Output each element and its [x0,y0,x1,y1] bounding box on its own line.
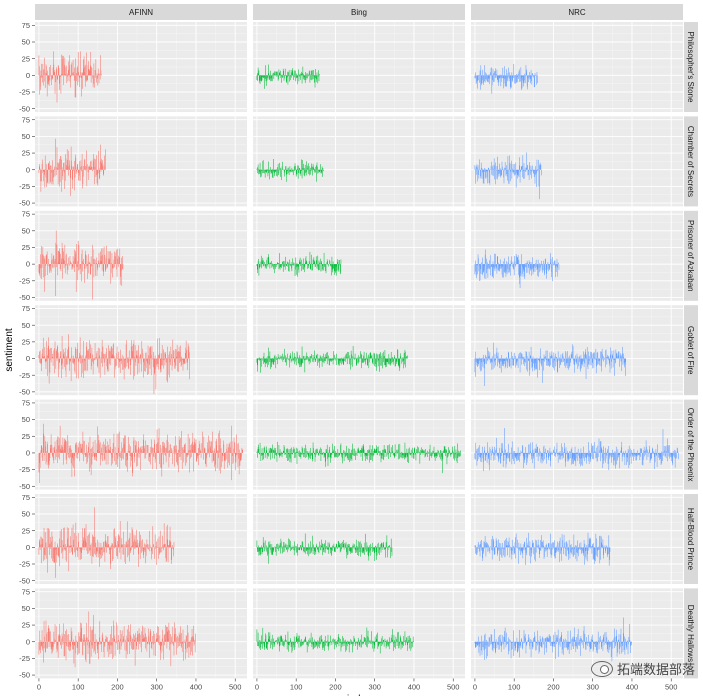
facet-row-label: Half-Blood Prince [686,508,695,571]
y-tick-label: -25 [19,560,30,569]
facet-row-strip [684,22,698,112]
facet-row-label: Chamber of Secrets [686,126,695,197]
facet-row-label: Goblet of Fire [686,326,695,375]
facet-strip-afinn [35,4,247,20]
y-tick-label: 50 [22,38,30,47]
axis-titles: sentiment index [4,328,371,696]
facet-row-strip [684,305,698,396]
facet-row-strip [684,116,698,207]
facet-panel [471,399,683,490]
y-tick-label: 0 [26,71,30,80]
y-tick-label: 50 [22,415,30,424]
y-tick-label: 25 [22,337,30,346]
y-tick-label: 50 [22,510,30,519]
facet-panel [35,494,247,584]
facet-panel [253,494,465,584]
facet-row-label: Philosopher's Stone [686,32,695,103]
facet-row-strip [684,399,698,490]
y-tick-label: 0 [26,260,30,269]
facet-panel [253,210,465,301]
facet-panel [471,116,683,207]
facet-panel [253,22,465,112]
facet-panel [253,116,465,207]
facet-strip-bing [253,4,465,20]
y-tick-label: 25 [22,243,30,252]
y-tick-label: 0 [26,165,30,174]
y-tick-label: 75 [22,493,30,502]
facet-panel [471,210,683,301]
y-tick-label: -50 [19,482,30,491]
facet-panel [35,116,247,207]
facet-panel [471,22,683,112]
facet-strip-nrc [471,4,683,20]
y-tick-label: 50 [22,226,30,235]
facet-row-label: Prisoner of Azkaban [686,220,695,292]
y-tick-label: -50 [19,199,30,208]
y-tick-label: -50 [19,104,30,113]
y-tick-label: 75 [22,399,30,408]
facet-panel [471,305,683,396]
y-tick-label: -50 [19,576,30,585]
facet-label-bing: Bing [351,8,367,17]
y-tick-label: -50 [19,293,30,302]
facet-panel [253,305,465,396]
facet-panels: AFINN Bing NRC Philosopher's Stone -50 -25 0 25… [19,4,698,691]
facet-panel [35,22,247,112]
y-tick-label: 0 [26,543,30,552]
y-tick-label: -25 [19,182,30,191]
y-tick-label: -25 [19,465,30,474]
y-tick-label: 25 [22,149,30,158]
y-tick-label: 25 [22,54,30,63]
facet-panel [35,305,247,396]
facet-row-strip [684,494,698,584]
y-tick-label: 25 [22,526,30,535]
facet-row-label: Order of the Phoenix [686,408,695,482]
y-tick-label: -25 [19,88,30,97]
facet-panel [35,399,247,490]
y-tick-label: 50 [22,132,30,141]
y-tick-label: 75 [22,21,30,30]
facet-row-strip [684,210,698,301]
y-tick-label: 75 [22,210,30,219]
y-axis-title: sentiment [4,328,15,372]
facet-panel [35,210,247,301]
y-tick-label: 75 [22,304,30,313]
y-tick-label: 25 [22,432,30,441]
y-tick-label: 75 [22,115,30,124]
facet-label-afinn: AFINN [129,8,153,17]
y-tick-label: -25 [19,276,30,285]
y-tick-label: 0 [26,449,30,458]
y-tick-label: 50 [22,321,30,330]
facet-panel [253,399,465,490]
y-tick-label: -50 [19,387,30,396]
y-tick-label: -25 [19,371,30,380]
y-tick-label: 0 [26,354,30,363]
facet-label-nrc: NRC [568,8,586,17]
x-axis-title: index [347,694,371,696]
